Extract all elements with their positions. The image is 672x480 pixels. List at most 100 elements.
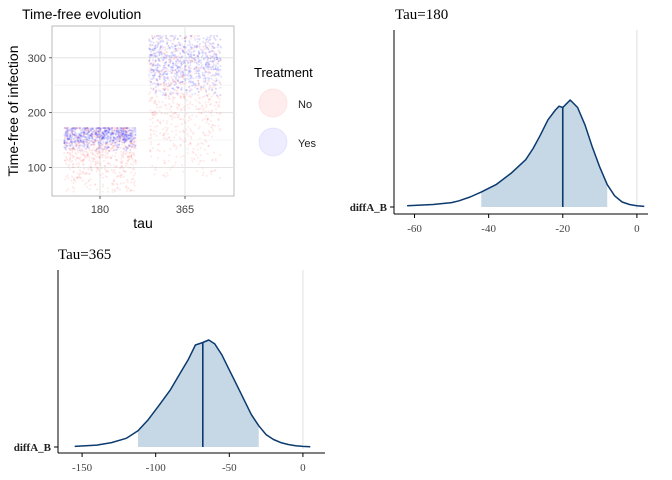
data-point	[196, 40, 199, 43]
data-point	[89, 178, 92, 181]
data-point	[168, 159, 170, 162]
data-point	[72, 127, 75, 130]
data-point	[186, 132, 188, 135]
data-point	[121, 129, 124, 132]
data-point	[204, 47, 207, 50]
data-point	[152, 71, 155, 73]
data-point	[164, 97, 167, 100]
data-point	[119, 150, 122, 153]
data-point	[85, 141, 88, 144]
data-point	[149, 98, 152, 101]
data-point	[97, 129, 100, 132]
data-point	[125, 139, 128, 142]
data-point	[107, 127, 110, 129]
data-point	[128, 158, 131, 161]
data-point	[174, 45, 177, 48]
data-point	[218, 70, 221, 73]
data-point	[84, 127, 87, 130]
data-point	[165, 36, 168, 39]
data-point	[153, 47, 156, 50]
data-point	[119, 167, 122, 170]
data-point	[104, 145, 107, 148]
data-point	[66, 127, 69, 129]
data-point	[180, 62, 183, 65]
data-point	[190, 77, 192, 80]
data-point	[175, 64, 178, 67]
data-point	[70, 127, 73, 130]
data-point	[126, 159, 129, 162]
data-point	[189, 141, 192, 144]
data-point	[95, 149, 98, 151]
data-point	[63, 137, 66, 140]
data-point	[179, 118, 182, 121]
data-point	[88, 137, 91, 140]
data-point	[216, 112, 219, 114]
data-point	[194, 56, 196, 59]
data-point	[211, 61, 214, 64]
data-point	[178, 81, 181, 84]
data-point	[88, 139, 91, 142]
data-point	[201, 96, 204, 98]
data-point	[169, 70, 172, 73]
data-point	[151, 69, 154, 71]
data-point	[118, 134, 121, 137]
data-point	[98, 142, 101, 145]
data-point	[157, 156, 160, 159]
data-point	[70, 142, 73, 145]
data-point	[167, 89, 170, 92]
data-point	[102, 133, 105, 136]
data-point	[128, 127, 131, 129]
data-point	[131, 138, 134, 141]
data-point	[122, 152, 125, 155]
data-point	[151, 53, 154, 56]
data-point	[177, 49, 180, 52]
data-point	[194, 153, 197, 156]
data-point	[173, 164, 176, 167]
data-point	[71, 127, 74, 130]
data-point	[189, 90, 192, 93]
data-point	[66, 141, 68, 144]
data-point	[179, 118, 182, 121]
data-point	[205, 90, 208, 93]
data-point	[152, 101, 155, 104]
data-point	[163, 76, 166, 78]
data-point	[126, 127, 129, 129]
data-point	[128, 137, 131, 140]
data-point	[124, 127, 127, 130]
data-point	[179, 53, 182, 56]
data-point	[198, 125, 201, 128]
data-point	[197, 79, 200, 82]
data-point	[109, 135, 112, 137]
data-point	[157, 43, 160, 46]
data-point	[190, 55, 192, 58]
data-point	[80, 177, 82, 180]
data-point	[93, 184, 96, 186]
data-point	[197, 68, 200, 71]
data-point	[154, 101, 157, 104]
data-point	[153, 74, 156, 77]
data-point	[190, 88, 193, 91]
data-point	[79, 139, 82, 142]
data-point	[116, 127, 119, 130]
data-point	[174, 50, 177, 53]
data-point	[189, 42, 191, 44]
data-point	[105, 130, 108, 133]
data-point	[150, 34, 153, 37]
data-point	[204, 101, 207, 104]
data-point	[163, 150, 166, 153]
data-point	[155, 95, 158, 98]
data-point	[76, 157, 78, 160]
data-point	[132, 146, 135, 149]
data-point	[122, 128, 125, 131]
data-point	[217, 95, 220, 98]
data-point	[75, 127, 78, 129]
data-point	[117, 140, 120, 142]
data-point	[149, 118, 152, 121]
data-point	[161, 59, 164, 62]
data-point	[189, 59, 192, 62]
data-point	[132, 151, 135, 154]
data-point	[73, 155, 76, 158]
data-point	[75, 144, 78, 147]
data-point	[164, 104, 167, 107]
data-point	[74, 158, 77, 161]
